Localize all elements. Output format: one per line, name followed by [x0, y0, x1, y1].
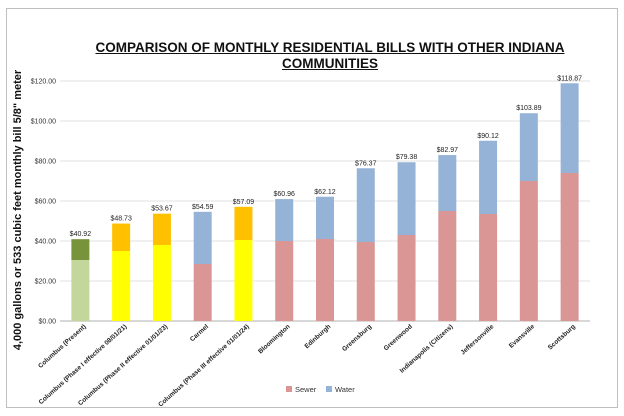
bar-water-4 [193, 211, 212, 264]
bar-sewer-5 [234, 240, 253, 321]
bar-sewer-10 [438, 211, 457, 321]
bar-water-2 [112, 223, 131, 251]
chart-title: COMPARISON OF MONTHLY RESIDENTIAL BILLS … [95, 40, 565, 71]
y-tick-label: $40.00 [35, 239, 57, 246]
total-label: $76.37 [355, 160, 377, 167]
bar-water-3 [152, 213, 171, 245]
x-tick-label: Columbus (Phase II effective 01/01/23) [77, 323, 169, 407]
total-label: $48.73 [110, 216, 132, 223]
x-tick-label: Edinburgh [304, 323, 333, 350]
bar-sewer-11 [479, 214, 498, 321]
bars [71, 83, 579, 321]
y-tick-label: $80.00 [35, 159, 57, 166]
bar-water-1 [71, 239, 90, 260]
x-tick-label: Scottsburg [547, 323, 577, 351]
bar-sewer-6 [275, 241, 294, 321]
x-tick-label: Columbus (Phase III effective 01/01/24) [157, 323, 251, 408]
y-tick-label: $120.00 [31, 79, 56, 86]
legend-label-sewer: Sewer [295, 385, 317, 394]
total-label: $60.96 [274, 191, 296, 198]
bar-sewer-12 [519, 181, 538, 321]
x-tick-label: Jeffersonville [460, 323, 496, 357]
bar-sewer-3 [152, 245, 171, 321]
bar-sewer-9 [397, 235, 416, 321]
total-label: $79.38 [396, 154, 418, 161]
total-label: $40.92 [70, 231, 92, 238]
bar-sewer-8 [356, 242, 375, 321]
bar-water-10 [438, 155, 457, 211]
legend-label-water: Water [335, 385, 355, 394]
x-tick-label: Evansville [508, 323, 537, 350]
legend: Sewer Water [286, 385, 355, 394]
x-tick-label: Greenwood [383, 323, 414, 352]
legend-swatch-water [326, 386, 332, 392]
total-label: $54.59 [192, 204, 214, 211]
total-label: $62.12 [314, 189, 336, 196]
y-tick-label: $100.00 [31, 119, 56, 126]
bar-water-8 [356, 168, 375, 242]
bar-water-7 [316, 196, 334, 239]
x-tick-label: Columbus (Phase I effective 08/01/21) [38, 323, 129, 406]
y-tick-label: $60.00 [35, 199, 57, 206]
total-label: $82.97 [437, 147, 459, 154]
y-tick-label: $0.00 [38, 319, 56, 326]
bar-water-5 [234, 206, 253, 240]
total-label: $90.12 [477, 133, 499, 140]
bar-sewer-7 [316, 239, 334, 321]
bar-sewer-13 [560, 173, 579, 321]
chart-frame [6, 8, 618, 408]
bar-water-12 [519, 113, 538, 181]
bar-water-11 [479, 140, 498, 214]
bar-water-6 [275, 199, 294, 241]
bar-sewer-2 [112, 251, 131, 321]
x-tick-label: Greensburg [341, 323, 373, 353]
x-tick-label: Carmel [189, 323, 210, 343]
bar-sewer-1 [71, 260, 90, 321]
bar-water-13 [560, 83, 579, 173]
bar-sewer-4 [193, 264, 212, 321]
legend-swatch-sewer [286, 386, 292, 392]
x-tick-label: Bloomington [257, 323, 291, 355]
total-label: $118.87 [557, 75, 582, 82]
total-label: $57.09 [233, 199, 255, 206]
bar-water-9 [397, 162, 416, 235]
y-tick-label: $20.00 [35, 279, 57, 286]
total-label: $103.89 [516, 105, 541, 112]
total-label: $53.67 [151, 206, 173, 213]
